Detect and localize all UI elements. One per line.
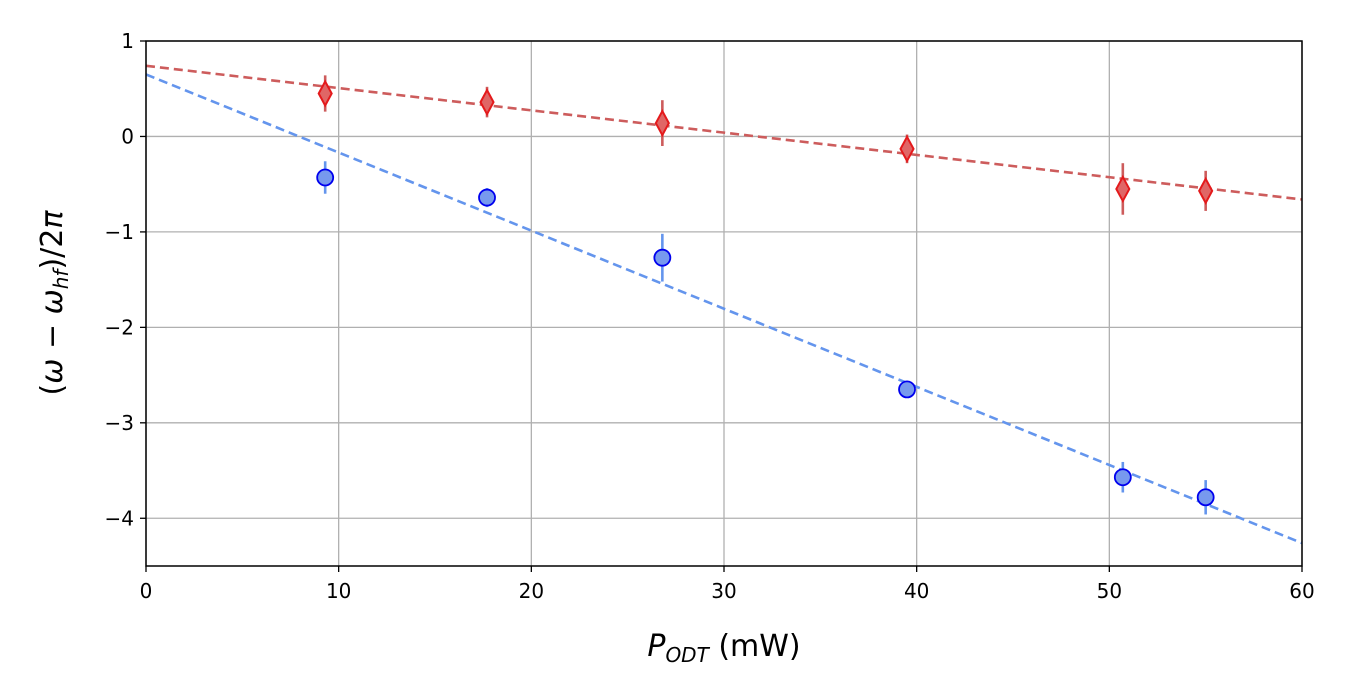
data-point-diamond: [1198, 176, 1214, 205]
data-point-diamond: [899, 134, 915, 163]
data-point-circle: [898, 380, 916, 399]
y-tick-label: −4: [105, 506, 134, 530]
data-point-circle: [1113, 468, 1132, 487]
fit-line-2: [145, 73, 1303, 545]
data-point-circle: [316, 168, 335, 187]
data-point-diamond: [1115, 174, 1131, 204]
data-point-circle: [1196, 488, 1215, 507]
x-tick-label: 60: [1289, 579, 1314, 603]
x-tick-label: 20: [519, 579, 544, 603]
y-tick-label: −2: [105, 315, 134, 339]
data-point-circle: [653, 248, 672, 267]
grid: [145, 40, 1303, 566]
x-tick-label: 50: [1097, 579, 1122, 603]
data-point-circle: [478, 188, 496, 207]
x-tick-label: 30: [711, 579, 736, 603]
fit-lines: [145, 64, 1303, 545]
y-axis-title: (ω − ωhf)/2π: [35, 210, 73, 396]
y-tick-label: 1: [121, 29, 134, 53]
x-tick-label: 10: [326, 579, 351, 603]
data-points: [316, 75, 1215, 515]
y-tick-label: −1: [105, 220, 134, 244]
x-tick-label: 0: [140, 579, 153, 603]
fit-line-1: [145, 64, 1303, 201]
data-point-diamond: [479, 87, 495, 117]
x-tick-label: 40: [904, 579, 929, 603]
y-tick-label: −3: [105, 411, 134, 435]
y-tick-label: 0: [121, 124, 134, 148]
data-point-diamond: [654, 108, 670, 138]
data-point-diamond: [317, 79, 333, 108]
x-axis-title: PODT (mW): [647, 629, 800, 667]
